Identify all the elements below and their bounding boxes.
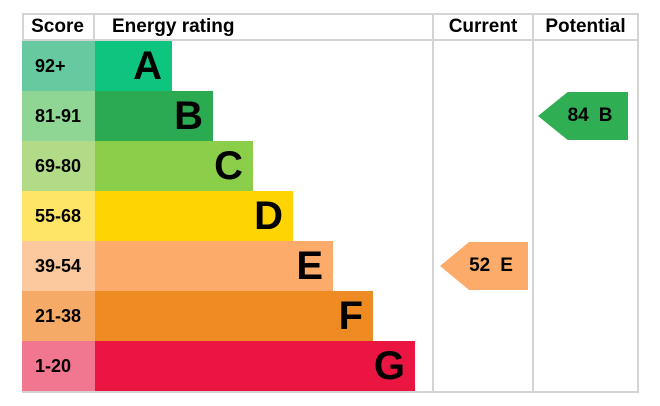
table-right-border (637, 13, 639, 391)
current-band-letter: E (500, 255, 513, 276)
band-bar-b: B (95, 91, 213, 141)
band-bar-f: F (95, 291, 373, 341)
potential-header: Potential (545, 16, 626, 37)
band-bar-c: C (95, 141, 253, 191)
current-column-divider (432, 13, 434, 391)
table-top-border (22, 13, 639, 15)
band-bar-d: D (95, 191, 293, 241)
band-score-f: 21-38 (22, 291, 95, 341)
band-score-b: 81-91 (22, 91, 95, 141)
band-score-c: 69-80 (22, 141, 95, 191)
band-score-g: 1-20 (22, 341, 95, 391)
potential-value: 84 (567, 105, 589, 126)
header-bottom-border (22, 39, 639, 41)
band-bar-e: E (95, 241, 333, 291)
potential-arrow: 84 B (538, 92, 628, 140)
band-bar-g: G (95, 341, 415, 391)
current-value: 52 (469, 255, 491, 276)
band-score-e: 39-54 (22, 241, 95, 291)
table-left-border (22, 13, 24, 41)
current-arrow: 52 E (440, 242, 528, 290)
score-header: Score (31, 16, 84, 37)
current-header: Current (448, 16, 518, 37)
potential-band-letter: B (598, 105, 613, 126)
potential-column-divider (532, 13, 534, 391)
band-score-a: 92+ (22, 41, 95, 91)
band-score-d: 55-68 (22, 191, 95, 241)
table-bottom-border (22, 391, 639, 393)
band-bar-a: A (95, 41, 172, 91)
energy-rating-header: Energy rating (112, 16, 235, 37)
score-column-divider (93, 13, 95, 41)
